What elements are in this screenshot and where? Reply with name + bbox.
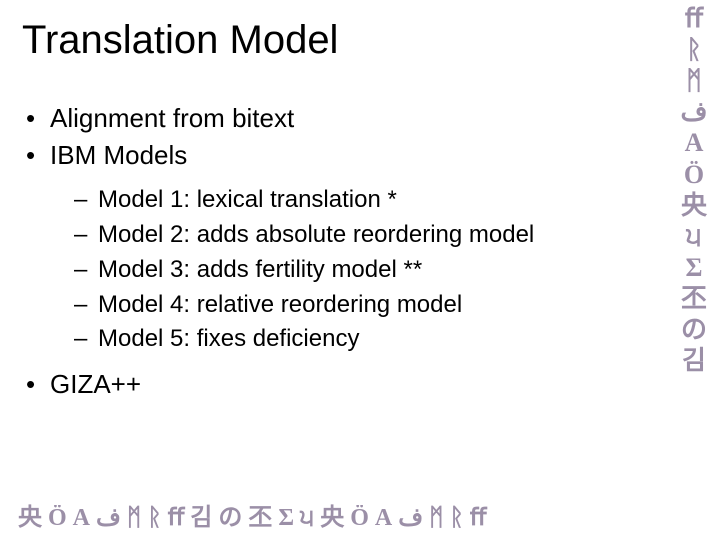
glyph-icon: ف bbox=[96, 506, 121, 530]
glyph-icon: ف bbox=[681, 97, 708, 126]
model-1: Model 1: lexical translation * bbox=[22, 183, 680, 218]
glyph-icon: ᚱ bbox=[450, 506, 464, 530]
glyph-strip-right: ﬀᚱᛗفAÖ央੫Σ丕の김 bbox=[674, 4, 714, 375]
glyph-icon: Ö bbox=[684, 160, 704, 189]
glyph-icon: ੫ bbox=[300, 506, 314, 530]
glyph-strip-bottom: 央ÖAفᛗᚱﬀ김の丕Σ੫央ÖAفᛗᚱﬀ bbox=[18, 506, 486, 530]
glyph-icon: A bbox=[685, 128, 704, 157]
slide: Translation Model Alignment from bitext … bbox=[0, 0, 720, 540]
glyph-icon: 丕 bbox=[681, 284, 707, 313]
glyph-icon: ᛗ bbox=[686, 66, 702, 95]
glyph-icon: 김 bbox=[682, 346, 706, 375]
glyph-icon: ف bbox=[398, 506, 423, 530]
glyph-icon: ᛗ bbox=[429, 506, 443, 530]
glyph-icon: の bbox=[681, 315, 707, 344]
glyph-icon: ᛗ bbox=[127, 506, 141, 530]
glyph-icon: 央 bbox=[18, 506, 42, 530]
model-5: Model 5: fixes deficiency bbox=[22, 322, 680, 357]
glyph-icon: の bbox=[218, 506, 242, 530]
model-4: Model 4: relative reordering model bbox=[22, 288, 680, 323]
glyph-icon: A bbox=[73, 506, 90, 530]
bullet-alignment: Alignment from bitext bbox=[22, 101, 680, 136]
glyph-icon: ੫ bbox=[686, 222, 701, 251]
glyph-icon: Σ bbox=[278, 506, 294, 530]
bullet-ibm-models: IBM Models bbox=[22, 138, 680, 173]
glyph-icon: Ö bbox=[48, 506, 67, 530]
glyph-icon: ᚱ bbox=[686, 35, 702, 64]
ibm-models-list: Model 1: lexical translation * Model 2: … bbox=[22, 183, 680, 357]
model-2: Model 2: adds absolute reordering model bbox=[22, 218, 680, 253]
model-3: Model 3: adds fertility model ** bbox=[22, 253, 680, 288]
glyph-icon: 김 bbox=[190, 506, 212, 530]
glyph-icon: Ö bbox=[350, 506, 369, 530]
glyph-icon: 央 bbox=[320, 506, 344, 530]
glyph-icon: 央 bbox=[681, 191, 707, 220]
bullet-giza: GIZA++ bbox=[22, 367, 680, 402]
glyph-icon: 丕 bbox=[248, 506, 272, 530]
glyph-icon: ﬀ bbox=[685, 4, 703, 33]
glyph-icon: ﬀ bbox=[168, 506, 185, 530]
glyph-icon: ᚱ bbox=[147, 506, 161, 530]
slide-title: Translation Model bbox=[22, 18, 680, 63]
glyph-icon: A bbox=[375, 506, 392, 530]
glyph-icon: ﬀ bbox=[470, 506, 487, 530]
content-area: Translation Model Alignment from bitext … bbox=[0, 0, 680, 500]
glyph-icon: Σ bbox=[686, 253, 703, 282]
